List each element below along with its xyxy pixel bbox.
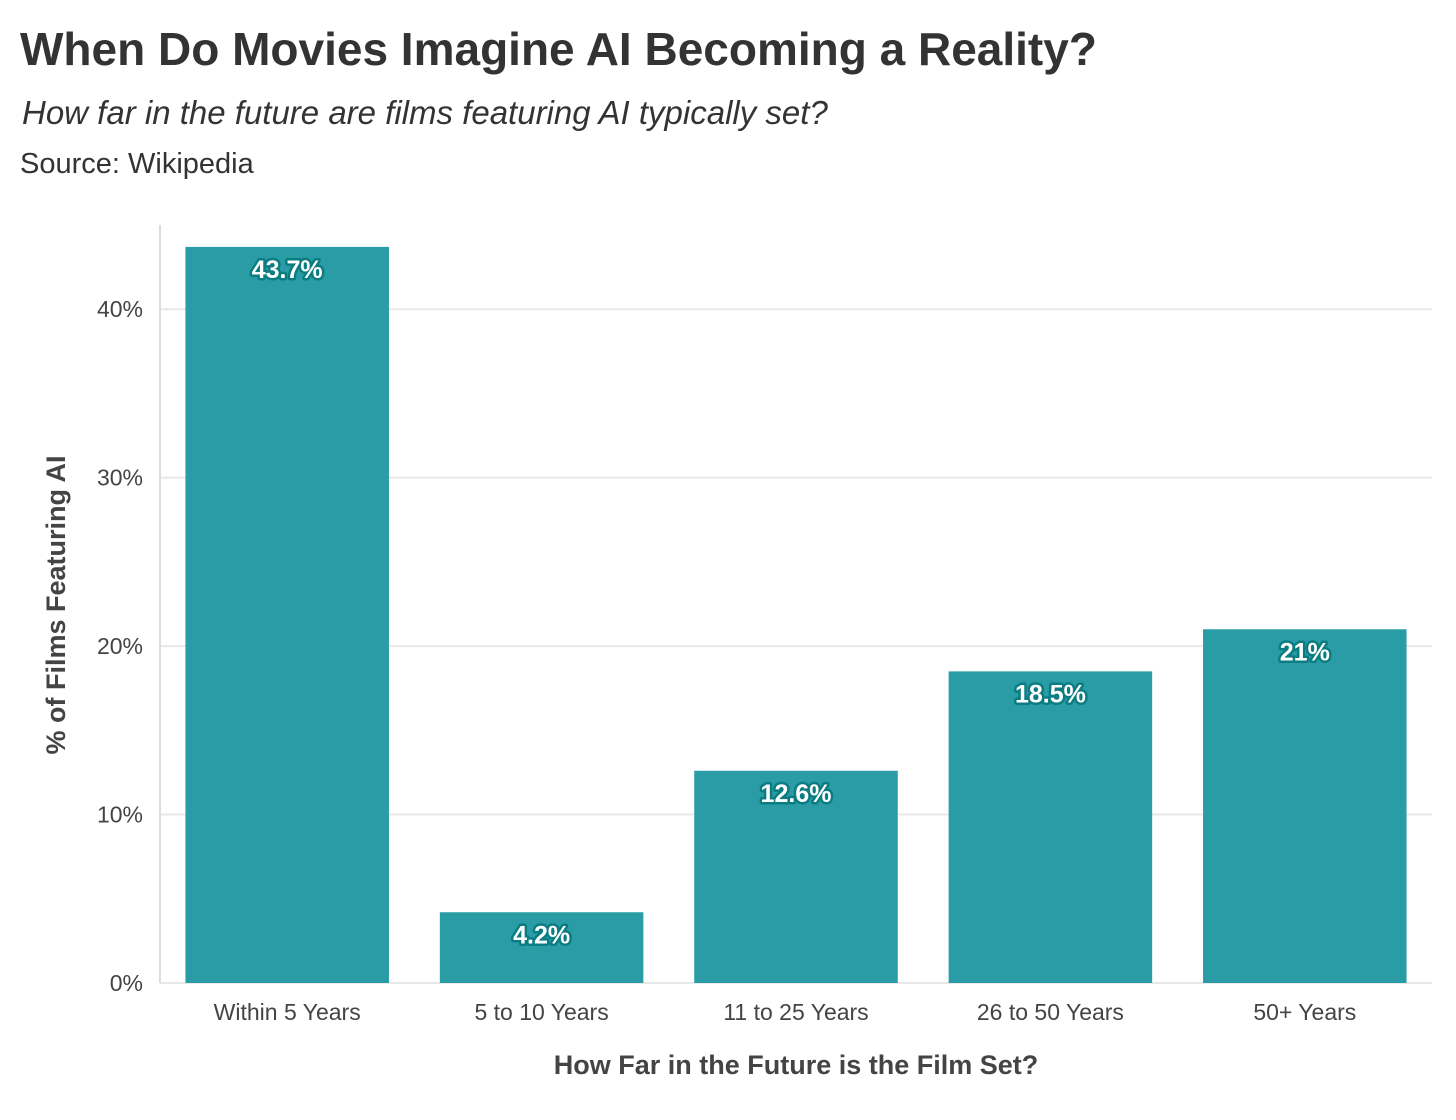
bar (185, 246, 389, 984)
bar-data-label: 43.7% (252, 256, 323, 284)
bar-data-label: 18.5% (1015, 680, 1086, 708)
x-tick-label: 11 to 25 Years (723, 999, 868, 1025)
bar-data-label: 4.2% (513, 921, 570, 949)
y-tick-label: 20% (97, 633, 143, 659)
bar (1203, 629, 1407, 983)
x-tick-label: 5 to 10 Years (474, 999, 608, 1025)
chart-source: Source: Wikipedia (20, 148, 254, 180)
bar-data-label: 12.6% (761, 780, 832, 808)
bar (948, 671, 1153, 983)
y-tick-labels: 0% 10% 20% 30% 40% (97, 296, 143, 996)
bar (439, 912, 644, 983)
x-tick-label: 26 to 50 Years (977, 999, 1124, 1025)
y-tick-label: 10% (97, 802, 143, 828)
x-tick-label: 50+ Years (1253, 999, 1356, 1025)
bar (694, 770, 898, 983)
y-tick-label: 0% (110, 970, 143, 996)
chart-subtitle: How far in the future are films featurin… (22, 94, 828, 131)
x-tick-labels: Within 5 Years 5 to 10 Years 11 to 25 Year… (214, 999, 1357, 1025)
x-tick-label: Within 5 Years (214, 999, 361, 1025)
x-axis-title: How Far in the Future is the Film Set? (554, 1050, 1039, 1080)
y-tick-label: 30% (97, 465, 143, 491)
y-axis-title: % of Films Featuring AI (41, 455, 71, 754)
chart-title: When Do Movies Imagine AI Becoming a Rea… (20, 23, 1097, 75)
bars (185, 246, 1407, 984)
y-tick-label: 40% (97, 296, 143, 322)
data-labels: 43.7% 4.2% 12.6% 18.5% 21% (249, 253, 1332, 951)
bar-data-label: 21% (1280, 638, 1330, 666)
